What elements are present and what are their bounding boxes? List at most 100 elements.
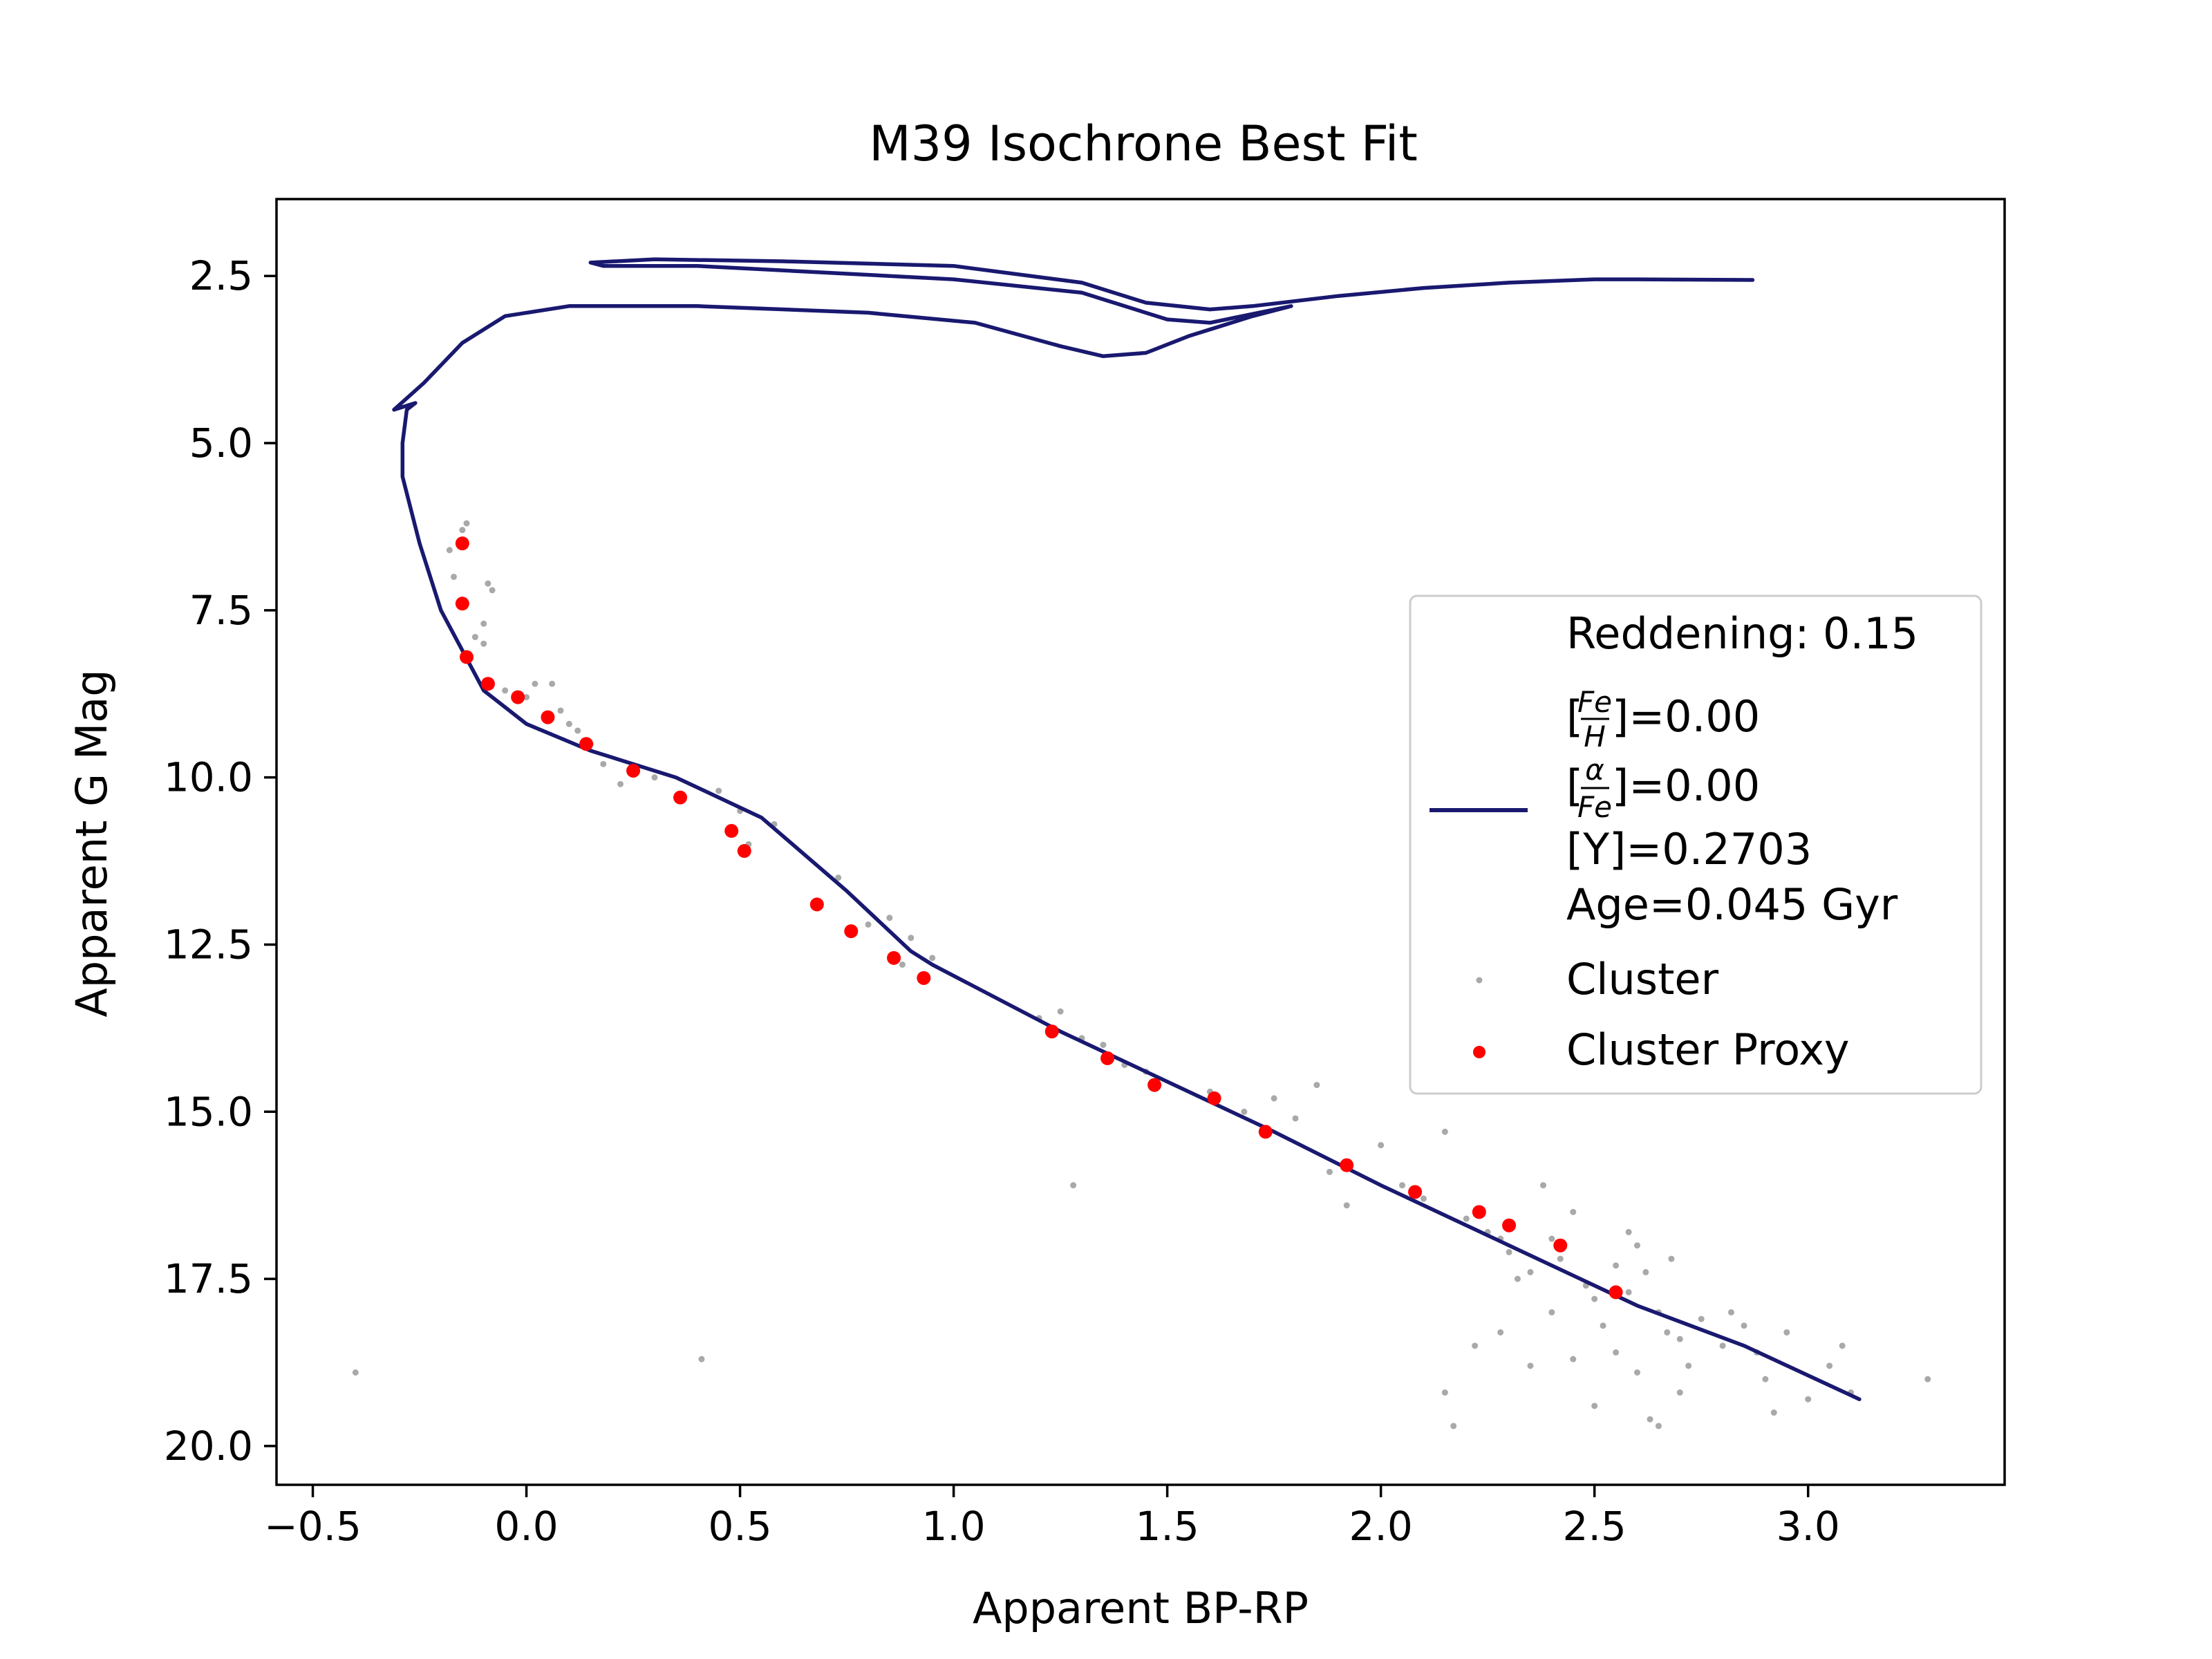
cluster-point [523, 694, 530, 701]
y-tick-label: 10.0 [164, 754, 253, 801]
proxy-point [1553, 1238, 1568, 1253]
cluster-point [1783, 1329, 1790, 1335]
cluster-point [1698, 1315, 1705, 1322]
cluster-point [1472, 1342, 1479, 1349]
proxy-point [460, 650, 474, 664]
cluster-point [908, 935, 915, 941]
y-tick-label: 12.5 [164, 921, 253, 968]
cluster-point [651, 774, 658, 781]
legend-proxy-marker [1473, 1046, 1485, 1058]
x-tick-label: 0.5 [708, 1503, 771, 1550]
cluster-point [1326, 1168, 1333, 1175]
cluster-point [1625, 1288, 1632, 1295]
legend-feh-value: ]=0.00 [1612, 691, 1760, 742]
cluster-point [1600, 1322, 1606, 1329]
cluster-point [899, 961, 906, 968]
cluster-point [1676, 1335, 1683, 1342]
cluster-point [600, 760, 607, 767]
cluster-point [485, 580, 491, 587]
cluster-point [1676, 1389, 1683, 1396]
cluster-point [1655, 1423, 1662, 1430]
proxy-point [511, 690, 525, 704]
cluster-point [1613, 1262, 1620, 1269]
x-tick-label: 1.0 [921, 1503, 985, 1550]
cluster-point [1642, 1268, 1649, 1275]
legend-helium: [Y]=0.2703 [1566, 824, 1812, 874]
chart-title: M39 Isochrone Best Fit [869, 115, 1418, 172]
x-tick-label: 2.0 [1349, 1503, 1413, 1550]
x-tick-label: 0.0 [494, 1503, 558, 1550]
cluster-point [471, 634, 478, 641]
y-tick-label: 2.5 [189, 252, 253, 299]
cluster-point [1664, 1329, 1671, 1335]
cluster-point [1613, 1349, 1620, 1356]
cluster-point [1450, 1423, 1457, 1430]
cluster-point [1420, 1195, 1427, 1202]
y-tick-label: 15.0 [164, 1088, 253, 1135]
legend-afe-value: ]=0.00 [1612, 760, 1760, 811]
legend-afe-prefix: [ [1566, 760, 1583, 811]
cluster-point [1727, 1309, 1734, 1315]
cluster-point [1506, 1248, 1512, 1255]
plot-frame [275, 198, 2006, 1486]
legend-afe: [ α Fe ]=0.00 [1566, 753, 1760, 824]
legend-afe-denominator: Fe [1577, 790, 1612, 824]
cluster-point [1839, 1342, 1846, 1349]
cluster-point [1057, 1008, 1064, 1015]
cluster-point [549, 680, 556, 687]
cluster-point [1378, 1142, 1385, 1149]
cluster-point [886, 915, 893, 921]
legend-feh-numerator: Fe [1577, 685, 1612, 719]
cluster-point [463, 520, 470, 527]
y-tick-label: 17.5 [164, 1255, 253, 1302]
cluster-point [557, 707, 564, 714]
cluster-point [489, 587, 496, 594]
legend-feh-prefix: [ [1566, 691, 1583, 742]
legend-feh: [ Fe H ]=0.00 [1566, 685, 1760, 753]
cluster-point [1668, 1255, 1675, 1262]
cluster-point [1591, 1403, 1598, 1409]
cluster-point [1441, 1128, 1448, 1135]
isochrone-line [392, 257, 1862, 1401]
proxy-point [1408, 1185, 1423, 1199]
cluster-point [1527, 1268, 1534, 1275]
cluster-point [1647, 1416, 1653, 1423]
proxy-point [1207, 1091, 1221, 1105]
cluster-point [698, 1356, 705, 1362]
cluster-point [502, 687, 509, 694]
proxy-point [724, 824, 739, 838]
cluster-point [929, 955, 936, 962]
cluster-point [1540, 1182, 1547, 1189]
cluster-point [574, 727, 581, 734]
proxy-point [1100, 1051, 1115, 1065]
x-tick-label: −0.5 [264, 1503, 362, 1550]
cluster-point [532, 680, 538, 687]
y-axis-ticks: 2.5 5.0 7.5 10.0 12.5 15.0 17.5 20.0 [164, 252, 276, 1470]
legend-cluster-marker [1476, 977, 1483, 984]
cluster-point [1570, 1208, 1577, 1215]
cluster-point [1557, 1255, 1564, 1262]
cluster-point [565, 720, 572, 727]
cluster-point [480, 640, 487, 647]
cluster-point [1514, 1275, 1521, 1282]
proxy-point [541, 710, 555, 724]
y-tick-label: 7.5 [189, 587, 253, 634]
cluster-point [1343, 1202, 1350, 1209]
cluster-point [1625, 1228, 1632, 1235]
proxy-point [455, 597, 469, 611]
x-tick-label: 3.0 [1777, 1503, 1840, 1550]
cluster-point [352, 1369, 359, 1376]
legend-afe-numerator: α [1585, 753, 1604, 787]
plot-area [352, 257, 1931, 1430]
proxy-point [579, 737, 594, 751]
cluster-point [1685, 1362, 1692, 1369]
x-axis-label: Apparent BP-RP [973, 1583, 1309, 1633]
x-tick-label: 2.5 [1563, 1503, 1627, 1550]
proxy-point [809, 897, 824, 912]
cluster-point [1805, 1396, 1812, 1403]
cluster-point [1924, 1376, 1931, 1382]
proxy-point [673, 790, 688, 805]
proxy-point [1609, 1285, 1623, 1300]
cluster-point [1070, 1182, 1077, 1189]
cluster-point [1741, 1322, 1747, 1329]
